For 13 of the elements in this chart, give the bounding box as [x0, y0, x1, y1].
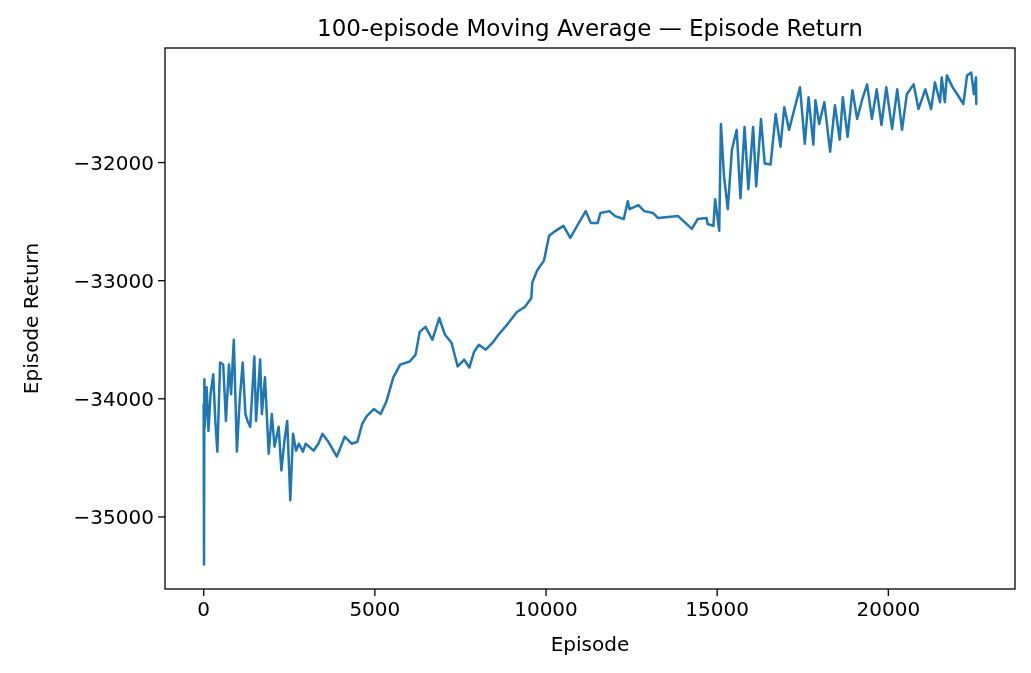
x-tick-label: 15000 [685, 597, 749, 621]
x-tick-label: 10000 [514, 597, 578, 621]
y-tick-label: −34000 [73, 386, 154, 411]
x-tick-label: 0 [197, 597, 211, 621]
x-tick-label: 5000 [349, 597, 401, 621]
x-axis-title: Episode [550, 632, 630, 656]
x-tick-label: 20000 [856, 597, 921, 621]
y-tick-label: −32000 [73, 150, 154, 175]
chart-title: 100-episode Moving Average — Episode Return [317, 15, 863, 41]
y-tick-label: −33000 [73, 268, 154, 293]
y-tick-label: −35000 [73, 504, 154, 529]
line-series [202, 71, 978, 566]
y-axis-title: Episode Return [19, 242, 43, 395]
